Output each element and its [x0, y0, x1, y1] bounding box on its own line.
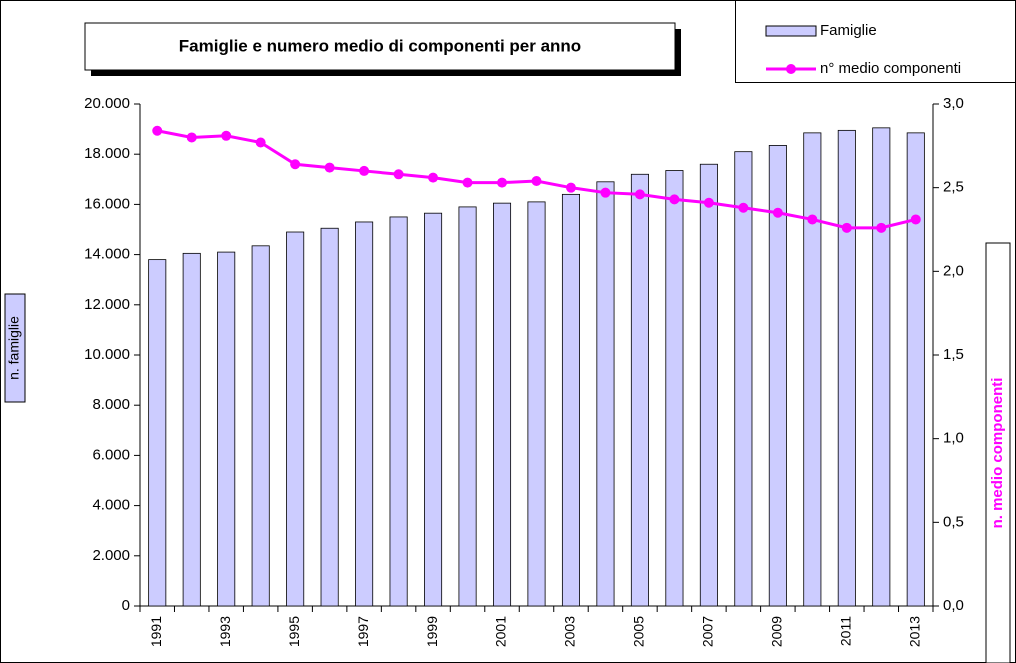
line-marker: [738, 202, 749, 213]
legend-label: Famiglie: [820, 22, 877, 39]
y-tick-label: 14.000: [84, 246, 130, 263]
line-marker: [462, 177, 473, 188]
bar: [286, 231, 305, 607]
line-marker: [290, 159, 301, 170]
line-marker: [841, 222, 852, 233]
legend-label: n° medio componenti: [820, 60, 961, 77]
y-axis-label: n. famiglie: [6, 316, 22, 380]
x-tick-label: 2003: [562, 616, 578, 647]
bar: [596, 181, 615, 607]
bar: [665, 170, 684, 607]
line-marker: [876, 222, 887, 233]
y-tick-label: 16.000: [84, 195, 130, 212]
line-marker: [359, 165, 370, 176]
bar: [872, 127, 891, 607]
line-marker: [531, 175, 542, 186]
y2-tick-label: 0,0: [943, 597, 964, 614]
line-marker: [221, 130, 232, 141]
chart-title: Famiglie e numero medio di componenti pe…: [179, 36, 581, 55]
line-marker: [910, 214, 921, 225]
legend-marker: [786, 64, 796, 74]
y2-tick-label: 1,0: [943, 430, 964, 447]
line-marker: [497, 177, 508, 188]
line-marker: [393, 169, 404, 180]
bar: [493, 202, 512, 607]
line-marker: [565, 182, 576, 193]
bar: [182, 252, 201, 607]
line-marker: [186, 132, 197, 143]
line-marker: [669, 194, 680, 205]
bar: [251, 245, 270, 607]
bar: [768, 145, 787, 607]
line-marker: [703, 197, 714, 208]
y-tick-label: 4.000: [92, 497, 130, 514]
y2-tick-label: 1,5: [943, 346, 964, 363]
bar: [527, 201, 546, 607]
bar: [561, 193, 580, 607]
x-tick-label: 2001: [493, 616, 509, 647]
x-tick-label: 2007: [700, 616, 716, 647]
bar: [355, 221, 374, 607]
bar: [458, 206, 477, 607]
y-tick-label: 0: [122, 597, 130, 614]
line-marker: [428, 172, 439, 183]
bar: [424, 212, 443, 607]
line-marker: [807, 214, 818, 225]
bar: [630, 173, 649, 607]
line-marker: [255, 137, 266, 148]
x-tick-label: 2009: [769, 616, 785, 647]
y2-tick-label: 2,0: [943, 262, 964, 279]
line-marker: [772, 207, 783, 218]
bar: [389, 216, 408, 607]
y-tick-label: 10.000: [84, 346, 130, 363]
line-marker: [324, 162, 335, 173]
y2-tick-label: 2,5: [943, 179, 964, 196]
bar: [217, 251, 236, 607]
y2-axis-label: n. medio componenti: [989, 378, 1006, 529]
x-tick-label: 2005: [631, 616, 647, 647]
bar: [148, 259, 167, 607]
x-tick-label: 1991: [148, 616, 164, 647]
bar: [734, 151, 753, 607]
x-tick-label: 1993: [217, 616, 233, 647]
y-tick-label: 18.000: [84, 145, 130, 162]
line-marker: [152, 125, 163, 136]
bar: [837, 129, 856, 607]
x-tick-label: 1995: [286, 616, 302, 647]
y-tick-label: 8.000: [92, 396, 130, 413]
title-box: [84, 22, 676, 71]
legend-swatch: [765, 25, 817, 37]
y2-label-box: [985, 242, 1011, 663]
bar: [699, 163, 718, 607]
y-label-box: [4, 293, 26, 403]
y-tick-label: 6.000: [92, 446, 130, 463]
y2-tick-label: 3,0: [943, 95, 964, 112]
x-tick-label: 1999: [424, 616, 440, 647]
y2-tick-label: 0,5: [943, 513, 964, 530]
bar: [803, 132, 822, 607]
x-tick-label: 2013: [906, 616, 922, 647]
bar: [906, 132, 925, 607]
y-tick-label: 20.000: [84, 95, 130, 112]
line-marker: [634, 189, 645, 200]
x-tick-label: 2011: [838, 616, 854, 646]
y-tick-label: 12.000: [84, 296, 130, 313]
bar: [320, 227, 339, 607]
line-marker: [600, 187, 611, 198]
x-tick-label: 1997: [355, 616, 371, 647]
y-tick-label: 2.000: [92, 547, 130, 564]
